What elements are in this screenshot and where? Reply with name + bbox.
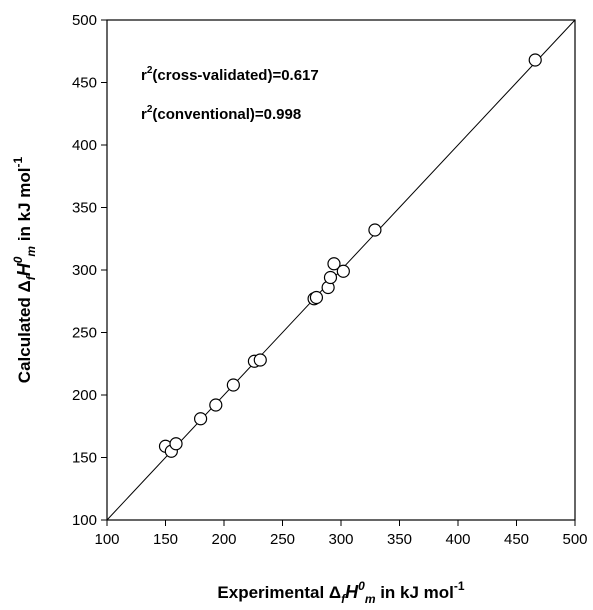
x-axis-title: Experimental ΔfH0m in kJ mol-1 — [217, 579, 464, 606]
x-tick-label: 500 — [562, 531, 587, 548]
y-tick-label: 150 — [72, 450, 97, 467]
data-point — [528, 53, 542, 67]
data-point — [327, 257, 341, 271]
y-tick-label: 500 — [72, 12, 97, 29]
data-point — [209, 398, 223, 412]
y-tick-label: 450 — [72, 75, 97, 92]
x-tick-label: 350 — [387, 531, 412, 548]
data-point — [323, 270, 338, 285]
y-tick-label: 400 — [72, 137, 97, 154]
x-tick-label: 200 — [211, 531, 236, 548]
data-point — [368, 223, 382, 237]
data-point — [336, 264, 350, 278]
data-point — [309, 290, 324, 305]
x-tick-label: 300 — [328, 531, 353, 548]
annotation-r2-cross-validated: r2(cross-validated)=0.617 — [141, 65, 319, 84]
x-tick-label: 100 — [94, 531, 119, 548]
data-point — [253, 353, 267, 367]
data-point — [226, 378, 240, 392]
y-tick-label: 250 — [72, 325, 97, 342]
x-tick-label: 450 — [504, 531, 529, 548]
y-tick-label: 200 — [72, 387, 97, 404]
x-tick-label: 250 — [270, 531, 295, 548]
data-point — [169, 437, 183, 451]
x-tick-label: 400 — [445, 531, 470, 548]
y-axis-title: Calculated ΔfH0m in kJ mol-1 — [11, 156, 38, 383]
annotation-r2-conventional: r2(conventional)=0.998 — [141, 104, 301, 123]
y-tick-label: 300 — [72, 262, 97, 279]
y-tick-label: 350 — [72, 200, 97, 217]
axis-ticks: 100 150 200 250 300 350 400 450 500 100 150 200 250 3… — [72, 12, 588, 548]
y-tick-label: 100 — [72, 512, 97, 529]
data-point — [194, 412, 208, 426]
x-tick-label: 150 — [153, 531, 178, 548]
data-points — [158, 53, 542, 458]
